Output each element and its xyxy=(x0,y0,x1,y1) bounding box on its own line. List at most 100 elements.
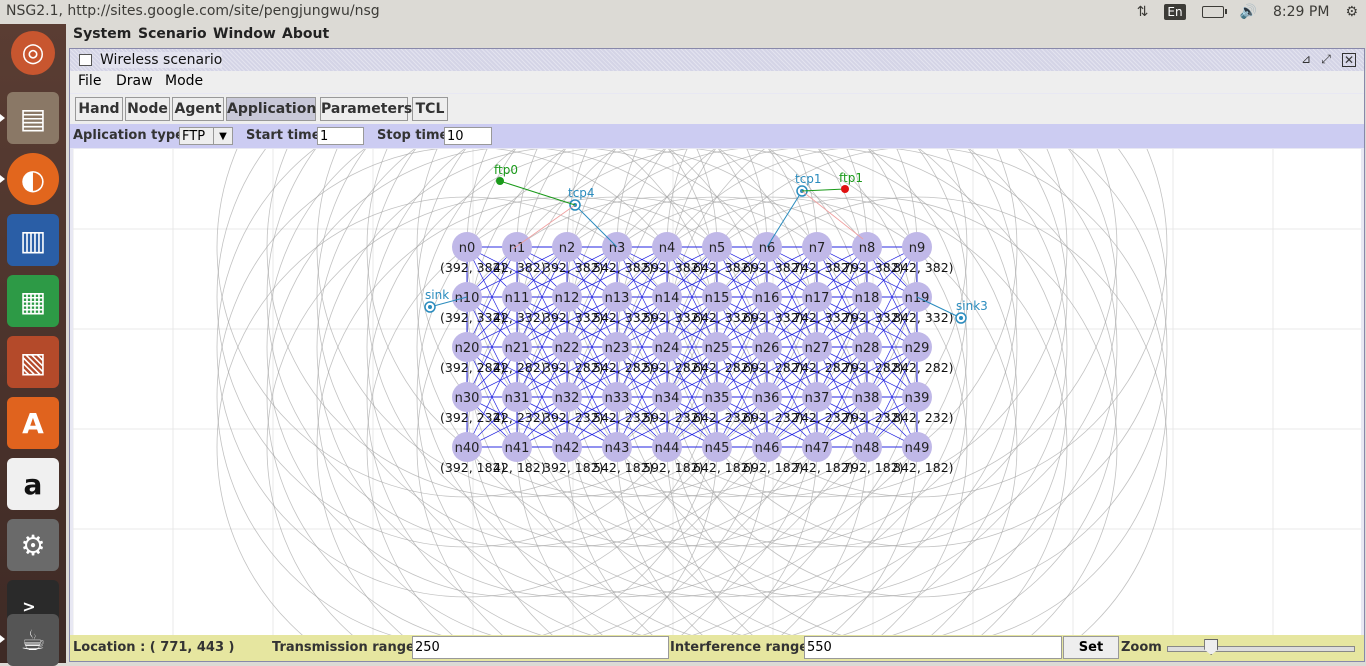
app-type-select[interactable]: FTP ▼ xyxy=(179,127,233,145)
node-circle xyxy=(452,232,482,262)
node-circle xyxy=(452,382,482,412)
node-label: n18 xyxy=(855,291,880,306)
network-updown-icon[interactable]: ⇅ xyxy=(1136,4,1149,20)
node-label: n30 xyxy=(455,391,480,406)
wireless-link xyxy=(766,246,868,298)
node-label: n36 xyxy=(755,391,780,406)
app-label: ftp0 xyxy=(494,163,518,177)
volume-icon[interactable]: 🔊 xyxy=(1239,4,1258,20)
node-label: n44 xyxy=(655,441,680,456)
menu-mode[interactable]: Mode xyxy=(165,73,204,89)
node-label: n17 xyxy=(805,291,830,306)
node-circle xyxy=(752,432,782,462)
tool-agent[interactable]: Agent xyxy=(172,97,224,121)
node-label: n8 xyxy=(859,241,876,256)
minimize-icon[interactable]: ⊿ xyxy=(1300,52,1312,66)
node-label: n38 xyxy=(855,391,880,406)
ubuntu-icon[interactable]: ◎ xyxy=(11,31,55,75)
menu-window[interactable]: Window xyxy=(213,26,276,42)
writer-icon[interactable]: ▥ xyxy=(7,214,59,266)
impress-icon[interactable]: ▧ xyxy=(7,336,59,388)
node-coordinate: 692, 332) xyxy=(743,310,804,325)
node-coordinate: 592, 382) xyxy=(643,260,704,275)
files-icon[interactable]: ▤ xyxy=(7,92,59,144)
wireless-link xyxy=(766,396,868,448)
location-readout: Location : ( 771, 443 ) xyxy=(73,640,235,655)
node-circle xyxy=(902,232,932,262)
tool-parameters[interactable]: Parameters xyxy=(320,97,412,121)
node-circle xyxy=(702,382,732,412)
menu-system[interactable]: System xyxy=(73,26,132,42)
battery-icon[interactable] xyxy=(1201,6,1227,18)
keyboard-layout-indicator[interactable]: En xyxy=(1164,4,1186,20)
software-center-icon[interactable]: A xyxy=(7,397,59,449)
node-circle xyxy=(652,232,682,262)
wireless-link xyxy=(466,346,568,398)
node-label: n7 xyxy=(809,241,826,256)
app-label: ftp1 xyxy=(839,171,863,185)
wireless-link xyxy=(716,346,818,398)
wireless-link xyxy=(716,396,818,448)
menu-about[interactable]: About xyxy=(282,26,330,42)
zoom-slider-track[interactable] xyxy=(1167,646,1355,652)
menu-file[interactable]: File xyxy=(78,73,102,89)
frame-titlebar[interactable]: Wireless scenario ⊿ ⤢ ✕ xyxy=(70,49,1364,71)
sink-agent-label: sink xyxy=(425,288,449,302)
node-circle xyxy=(702,232,732,262)
node-coordinate: (392, 382) xyxy=(440,260,505,275)
node-label: n26 xyxy=(755,341,780,356)
maximize-icon[interactable]: ⤢ xyxy=(1321,52,1331,66)
node-coordinate: 842, 182) xyxy=(893,460,954,475)
node-coordinate: 842, 332) xyxy=(893,310,954,325)
tool-hand[interactable]: Hand xyxy=(75,97,123,121)
clock[interactable]: 8:29 PM xyxy=(1273,4,1330,20)
node-coordinate: (392, 182) xyxy=(440,460,505,475)
menu-scenario[interactable]: Scenario xyxy=(138,26,207,42)
node-circle xyxy=(602,282,632,312)
node-coordinate: 742, 382) xyxy=(793,260,854,275)
tool-node[interactable]: Node xyxy=(125,97,170,121)
tool-application[interactable]: Application xyxy=(226,97,316,121)
tcp-agent-label: tcp1 xyxy=(795,172,822,186)
node-circle xyxy=(552,232,582,262)
node-circle xyxy=(802,232,832,262)
agent-attachment xyxy=(916,296,962,319)
tool-tcl[interactable]: TCL xyxy=(412,97,448,121)
menu-draw[interactable]: Draw xyxy=(116,73,153,89)
wireless-link xyxy=(616,296,718,348)
node-circle xyxy=(652,382,682,412)
node-coordinate: 592, 182) xyxy=(643,460,704,475)
tx-range-input[interactable]: 250 xyxy=(412,636,669,659)
calc-icon[interactable]: ▦ xyxy=(7,275,59,327)
wireless-link xyxy=(516,396,618,448)
gear-icon[interactable]: ⚙ xyxy=(1345,4,1358,20)
node-coordinate: 542, 382) xyxy=(593,260,654,275)
settings-icon[interactable]: ⚙ xyxy=(7,519,59,571)
zoom-slider-knob[interactable] xyxy=(1204,639,1219,655)
interference-range-input[interactable]: 550 xyxy=(804,636,1062,659)
set-button[interactable]: Set xyxy=(1063,636,1119,659)
node-circle xyxy=(902,382,932,412)
node-label: n48 xyxy=(855,441,880,456)
tool-toolbar: Hand Node Agent Application Parameters T… xyxy=(70,94,1364,124)
node-coordinate: 392, 382) xyxy=(543,260,604,275)
java-icon[interactable]: ☕ xyxy=(7,614,59,666)
start-time-input[interactable]: 1 xyxy=(317,127,364,145)
start-time-label: Start time xyxy=(246,128,321,143)
scenario-canvas[interactable]: n0 (392, 382) n1 42, 382) n2 392, 382) n3 542, … xyxy=(73,149,1361,635)
close-icon[interactable]: ✕ xyxy=(1342,53,1356,67)
node-label: n31 xyxy=(505,391,530,406)
node-coordinate: 42, 282) xyxy=(493,360,546,375)
wireless-link xyxy=(466,246,568,298)
node-label: n41 xyxy=(505,441,530,456)
frame-title: Wireless scenario xyxy=(100,52,223,68)
chevron-down-icon[interactable]: ▼ xyxy=(213,128,232,144)
stop-time-input[interactable]: 10 xyxy=(444,127,492,145)
amazon-icon[interactable]: a xyxy=(7,458,59,510)
node-coordinate: (392, 232) xyxy=(440,410,505,425)
node-label: n21 xyxy=(505,341,530,356)
firefox-icon[interactable]: ◐ xyxy=(7,153,59,205)
node-label: n6 xyxy=(759,241,776,256)
node-circle xyxy=(902,332,932,362)
